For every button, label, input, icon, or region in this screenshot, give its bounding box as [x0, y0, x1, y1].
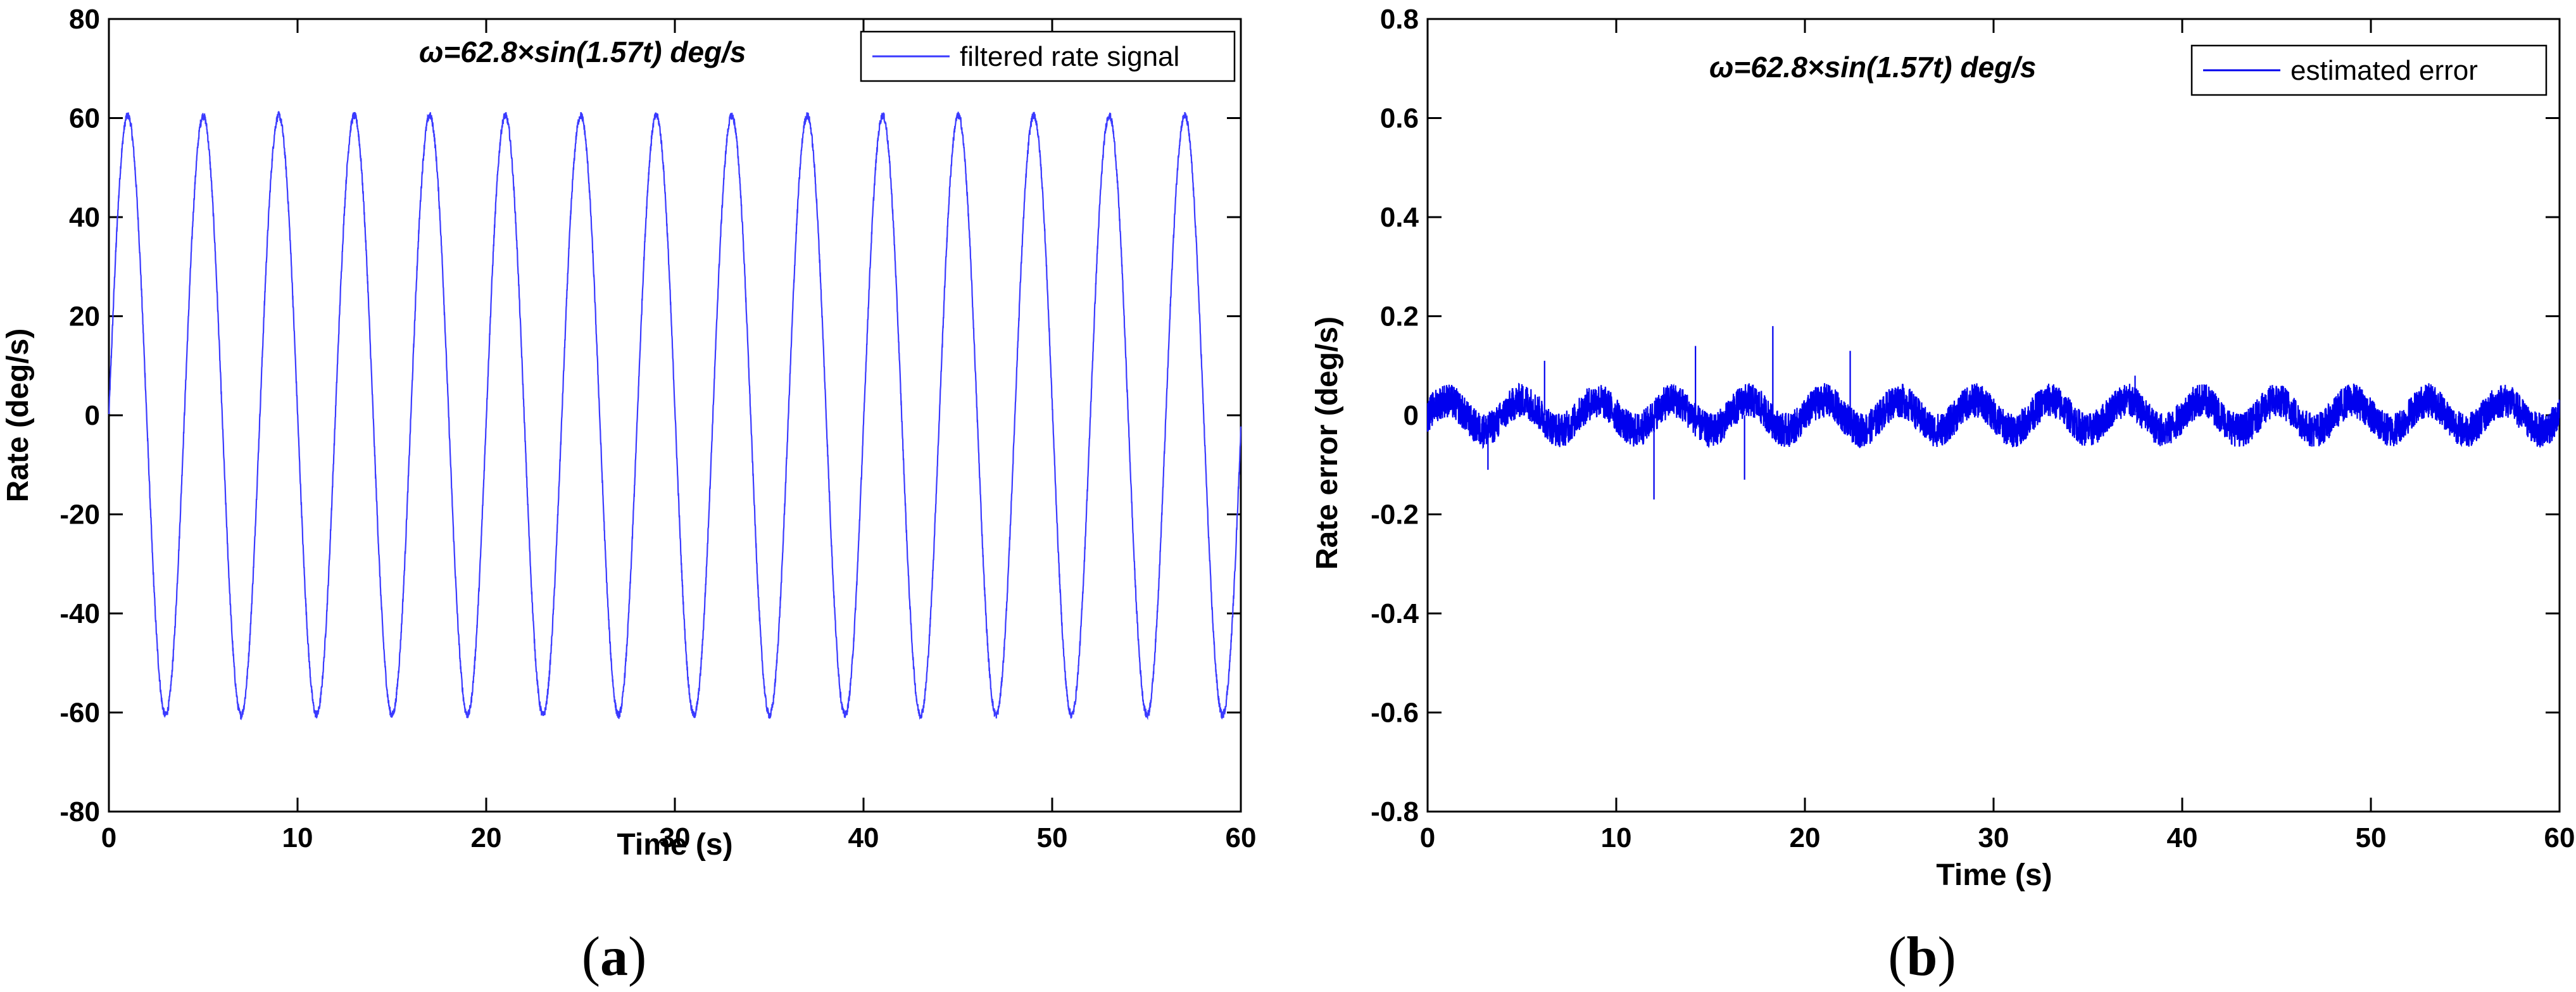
panel-b-legend: estimated error	[2190, 44, 2548, 96]
panel-a-series-group	[108, 111, 1242, 720]
panel-a-y-ticks: -80 -60 -40 -20 0 20 40 60 80	[60, 4, 1241, 827]
panel-a-y-axis-label: Rate (deg/s)	[1, 329, 35, 503]
panel-b-label-close: )	[1937, 926, 1956, 988]
panel-b-x-tick-label: 10	[1601, 822, 1632, 853]
panel-b-y-tick-label: -0.6	[1371, 698, 1419, 729]
panel-b-y-tick-label: 0.2	[1380, 301, 1419, 332]
panel-a-y-tick-label: 20	[69, 301, 100, 332]
panel-a-x-tick-label: 60	[1226, 822, 1257, 853]
panel-b-label-open: (	[1888, 926, 1906, 988]
panel-b-y-tick-label: -0.2	[1371, 499, 1419, 531]
panel-b-y-tick-label: 0.4	[1380, 202, 1419, 233]
panel-b-x-tick-label: 50	[2356, 822, 2387, 853]
panel-b-series-group	[1426, 326, 2560, 500]
panel-a-x-tick-label: 30	[660, 822, 691, 853]
panel-b-legend-label: estimated error	[2290, 55, 2478, 86]
panel-b-y-tick-label: -0.4	[1371, 598, 1419, 629]
panel-a-y-tick-label: -40	[60, 598, 100, 629]
panel-a-x-tick-label: 20	[471, 822, 502, 853]
panel-a-x-tick-label: 10	[282, 822, 313, 853]
panel-a-x-ticks: 0 10 20 30 40 50 60	[101, 19, 1257, 853]
panel-a-y-tick-label: -80	[60, 796, 100, 827]
panel-a-y-tick-label: 80	[69, 4, 100, 35]
panel-a-label-letter: a	[600, 926, 628, 988]
panel-b-y-ticks: -0.8 -0.6 -0.4 -0.2 0 0.2 0.4 0.6 0.8	[1371, 4, 2560, 827]
panel-b-annotation: ω=62.8×sin(1.57t) deg/s	[1709, 51, 2037, 84]
panel-b-x-tick-label: 30	[1978, 822, 2009, 853]
panel-a-x-axis-label: Time (s)	[617, 828, 732, 862]
panel-a-x-tick-label: 50	[1037, 822, 1068, 853]
panel-a-y-tick-label: 60	[69, 103, 100, 134]
panel-b-x-ticks: 0 10 20 30 40 50 60	[1420, 19, 2575, 853]
panel-a-label: (a)	[582, 926, 647, 988]
panel-a-y-tick-label: 40	[69, 202, 100, 233]
panel-b-x-tick-label: 0	[1420, 822, 1435, 853]
panel-a-label-close: )	[628, 926, 646, 988]
panel-b-x-tick-label: 40	[2167, 822, 2198, 853]
panel-a-series-line	[108, 111, 1242, 720]
panel-a-y-tick-label: 0	[85, 400, 100, 431]
panel-a-label-open: (	[582, 926, 600, 988]
panel-b-y-tick-label: 0	[1404, 400, 1419, 431]
panel-b-series-line	[1426, 382, 2560, 449]
panel-a: -80 -60 -40 -20 0 20 40 60 80 0 10 20 30 40 50 60 ω=62…	[1, 4, 1256, 988]
panel-b: -0.8 -0.6 -0.4 -0.2 0 0.2 0.4 0.6 0.8 0 10 20 30 40 5…	[1310, 4, 2575, 988]
panel-b-y-axis-label: Rate error (deg/s)	[1310, 317, 1344, 570]
panel-b-label: (b)	[1888, 926, 1956, 988]
panel-a-annotation: ω=62.8×sin(1.57t) deg/s	[419, 35, 746, 68]
panel-a-legend-label: filtered rate signal	[960, 41, 1179, 72]
panel-b-x-tick-label: 20	[1790, 822, 1821, 853]
panel-a-legend: filtered rate signal	[860, 30, 1236, 82]
panel-b-label-letter: b	[1907, 926, 1938, 988]
panel-a-x-tick-label: 0	[101, 822, 116, 853]
panel-a-x-tick-label: 40	[848, 822, 879, 853]
panel-b-y-tick-label: -0.8	[1371, 796, 1419, 827]
panel-a-y-tick-label: -20	[60, 499, 100, 531]
panel-b-y-tick-label: 0.6	[1380, 103, 1419, 134]
panel-a-y-tick-label: -60	[60, 698, 100, 729]
panel-b-y-tick-label: 0.8	[1380, 4, 1419, 35]
panel-b-x-tick-label: 60	[2544, 822, 2575, 853]
panel-b-x-axis-label: Time (s)	[1936, 858, 2052, 892]
